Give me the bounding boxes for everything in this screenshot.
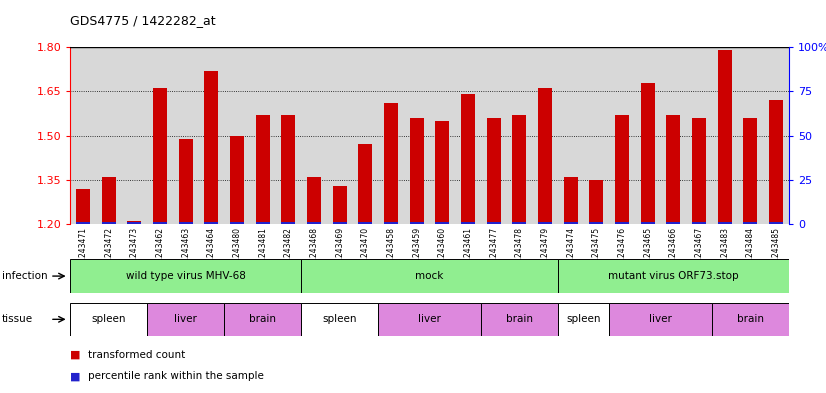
Text: spleen: spleen: [92, 314, 126, 324]
Bar: [102, 222, 116, 224]
Bar: [589, 180, 604, 224]
Text: liver: liver: [174, 314, 197, 324]
Bar: [667, 222, 681, 224]
Bar: [224, 303, 301, 336]
Text: mutant virus ORF73.stop: mutant virus ORF73.stop: [608, 271, 738, 281]
Bar: [230, 136, 244, 224]
Bar: [178, 138, 192, 224]
Bar: [70, 259, 301, 293]
Bar: [667, 115, 681, 224]
Bar: [127, 221, 141, 224]
Bar: [378, 303, 481, 336]
Bar: [769, 100, 783, 224]
Bar: [609, 303, 712, 336]
Bar: [743, 222, 757, 224]
Bar: [255, 115, 270, 224]
Text: percentile rank within the sample: percentile rank within the sample: [88, 371, 264, 381]
Bar: [538, 88, 552, 224]
Bar: [102, 177, 116, 224]
Bar: [307, 177, 321, 224]
Bar: [435, 121, 449, 224]
Bar: [178, 222, 192, 224]
Text: ■: ■: [70, 350, 81, 360]
Bar: [410, 118, 424, 224]
Bar: [558, 303, 609, 336]
Text: wild type virus MHV-68: wild type virus MHV-68: [126, 271, 245, 281]
Bar: [712, 303, 789, 336]
Bar: [70, 303, 147, 336]
Bar: [487, 118, 501, 224]
Bar: [558, 259, 789, 293]
Text: brain: brain: [249, 314, 276, 324]
Text: ■: ■: [70, 371, 81, 381]
Bar: [307, 222, 321, 224]
Bar: [301, 303, 378, 336]
Bar: [384, 103, 398, 224]
Bar: [358, 222, 373, 224]
Bar: [76, 189, 90, 224]
Bar: [563, 222, 577, 224]
Bar: [769, 222, 783, 224]
Bar: [641, 222, 655, 224]
Bar: [461, 94, 475, 224]
Bar: [153, 88, 167, 224]
Text: liver: liver: [649, 314, 672, 324]
Bar: [563, 177, 577, 224]
Text: tissue: tissue: [2, 314, 33, 324]
Bar: [589, 222, 604, 224]
Bar: [481, 303, 558, 336]
Bar: [384, 222, 398, 224]
Text: mock: mock: [415, 271, 444, 281]
Bar: [692, 222, 706, 224]
Bar: [301, 259, 558, 293]
Bar: [282, 222, 296, 224]
Bar: [615, 115, 629, 224]
Bar: [512, 222, 526, 224]
Bar: [435, 222, 449, 224]
Bar: [538, 222, 552, 224]
Bar: [512, 115, 526, 224]
Bar: [282, 115, 296, 224]
Text: transformed count: transformed count: [88, 350, 186, 360]
Bar: [410, 222, 424, 224]
Bar: [255, 222, 270, 224]
Text: liver: liver: [418, 314, 441, 324]
Bar: [692, 118, 706, 224]
Text: spleen: spleen: [567, 314, 601, 324]
Bar: [153, 222, 167, 224]
Bar: [127, 222, 141, 224]
Text: GDS4775 / 1422282_at: GDS4775 / 1422282_at: [70, 14, 216, 27]
Bar: [718, 50, 732, 224]
Bar: [641, 83, 655, 224]
Bar: [76, 222, 90, 224]
Bar: [147, 303, 224, 336]
Bar: [204, 222, 218, 224]
Bar: [333, 222, 347, 224]
Text: infection: infection: [2, 271, 47, 281]
Text: brain: brain: [506, 314, 533, 324]
Bar: [230, 222, 244, 224]
Text: spleen: spleen: [322, 314, 357, 324]
Bar: [718, 222, 732, 224]
Bar: [487, 222, 501, 224]
Bar: [743, 118, 757, 224]
Bar: [461, 222, 475, 224]
Bar: [615, 222, 629, 224]
Bar: [333, 185, 347, 224]
Text: brain: brain: [737, 314, 764, 324]
Bar: [204, 71, 218, 224]
Bar: [358, 144, 373, 224]
